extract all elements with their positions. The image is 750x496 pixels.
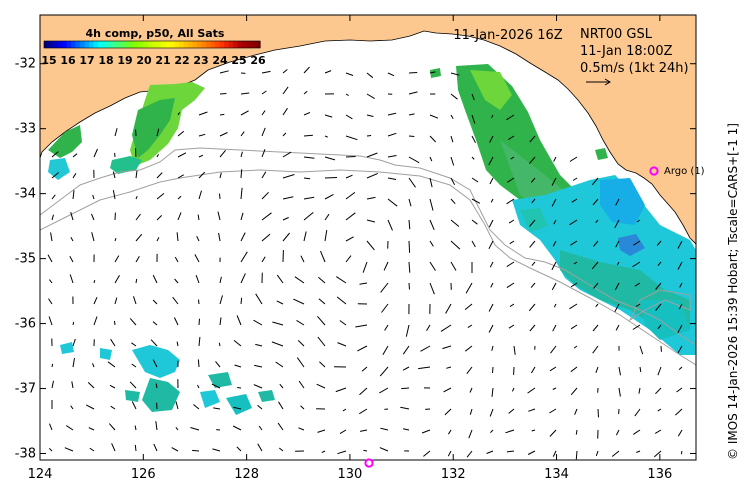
current-vectors bbox=[47, 66, 683, 460]
argo-marker-south bbox=[364, 458, 374, 468]
x-tick-label: 134 bbox=[544, 467, 569, 482]
credit-text: © IMOS 14-Jan-2026 15:39 Hobart; Tscale=… bbox=[726, 123, 740, 460]
x-tick-label: 130 bbox=[338, 467, 363, 482]
scale-arrow bbox=[586, 78, 611, 86]
colorbar-tick: 25 bbox=[231, 54, 246, 67]
vector-scale-label: 0.5m/s (1kt 24h) bbox=[580, 61, 689, 76]
x-axis: 124 126 128 130 132 134 136 bbox=[28, 15, 672, 482]
colorbar-tick: 22 bbox=[174, 54, 189, 67]
date-label: 11-Jan-2026 16Z bbox=[453, 28, 562, 43]
x-tick-label: 128 bbox=[234, 467, 259, 482]
colorbar-tick: 20 bbox=[136, 54, 152, 67]
argo-label: Argo (1) bbox=[664, 166, 705, 177]
y-tick-label: -33 bbox=[15, 122, 36, 137]
colorbar-tick: 21 bbox=[155, 54, 170, 67]
y-tick-label: -38 bbox=[15, 447, 36, 462]
x-tick-label: 136 bbox=[647, 467, 672, 482]
x-tick-label: 124 bbox=[28, 467, 53, 482]
colorbar: 4h comp, p50, All Sats 15 16 17 18 19 20 21 22 2… bbox=[41, 27, 266, 67]
colorbar-tick: 26 bbox=[250, 54, 266, 67]
colorbar-tick: 16 bbox=[60, 54, 76, 67]
y-tick-label: -36 bbox=[15, 317, 36, 332]
colorbar-tick: 24 bbox=[212, 54, 228, 67]
colorbar-tick: 15 bbox=[41, 54, 56, 67]
colorbar-tick: 19 bbox=[117, 54, 132, 67]
y-tick-label: -34 bbox=[15, 187, 36, 202]
x-tick-label: 126 bbox=[131, 467, 156, 482]
product-label: NRT00 GSL bbox=[580, 27, 653, 42]
valid-time-label: 11-Jan 18:00Z bbox=[580, 44, 673, 59]
colorbar-tick: 18 bbox=[98, 54, 113, 67]
y-tick-label: -32 bbox=[15, 57, 36, 72]
colorbar-tick: 17 bbox=[79, 54, 94, 67]
colorbar-strip bbox=[44, 41, 261, 48]
argo-marker bbox=[649, 166, 659, 176]
sst-patches bbox=[48, 64, 696, 415]
y-tick-label: -37 bbox=[15, 382, 36, 397]
colorbar-title: 4h comp, p50, All Sats bbox=[86, 27, 225, 40]
x-tick-label: 132 bbox=[441, 467, 466, 482]
land-australia bbox=[40, 15, 696, 245]
y-tick-label: -35 bbox=[15, 252, 36, 267]
y-axis: -32 -33 -34 -35 -36 -37 -38 bbox=[15, 57, 696, 462]
colorbar-tick: 23 bbox=[193, 54, 208, 67]
colorbar-tick-labels: 15 16 17 18 19 20 21 22 23 24 25 26 bbox=[41, 54, 266, 67]
